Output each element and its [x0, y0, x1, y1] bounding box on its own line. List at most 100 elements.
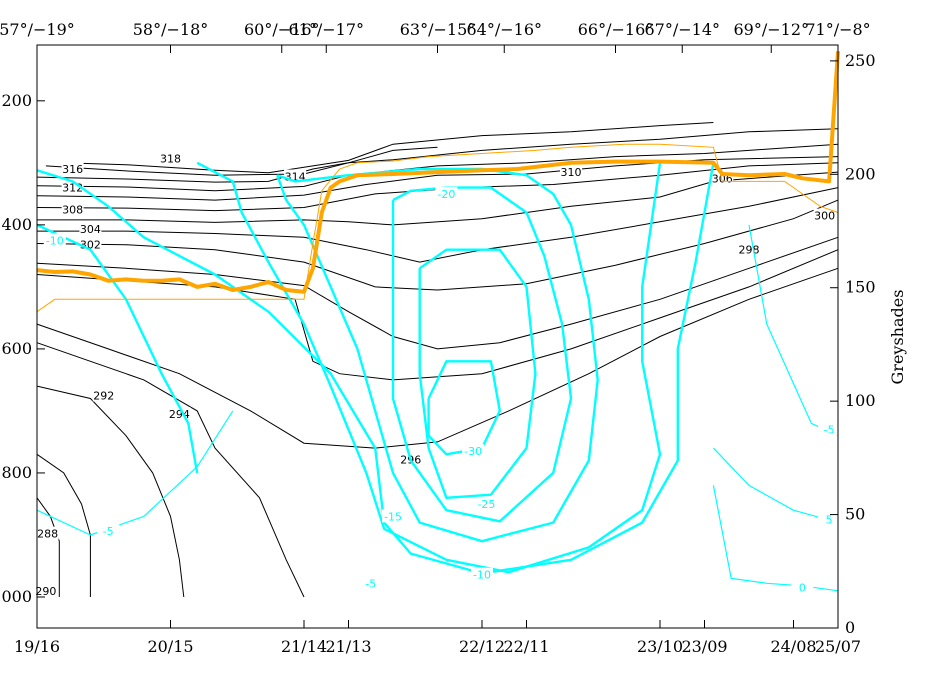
- plot-area: [37, 45, 838, 628]
- wind-label-bg: [818, 512, 841, 526]
- x-tick-label-top: 69°/−12°: [733, 20, 809, 39]
- wind-contour: [712, 447, 839, 524]
- x-tick-label-top: 67°/−14°: [644, 20, 720, 39]
- boundary-lines: [36, 51, 840, 313]
- isentrope-label: 308: [62, 203, 83, 216]
- isentrope-label-bg: [36, 526, 59, 540]
- x-tick-label-top: 61°/−17°: [288, 20, 364, 39]
- wind-label: -5: [103, 525, 114, 538]
- wind-contour: [276, 167, 599, 543]
- isentrope-label: 312: [62, 182, 83, 195]
- wind-label-bg: [43, 233, 66, 247]
- isentrope-label-bg: [79, 222, 102, 236]
- wind-contour: [418, 248, 537, 499]
- y-axis-right-title: Greyshades: [888, 290, 907, 385]
- y-tick-label-left: 800: [1, 463, 32, 482]
- isentrope-label-bg: [34, 583, 57, 597]
- wind-contour: [36, 410, 234, 536]
- y-tick-label-left: 600: [1, 339, 32, 358]
- y-tick-label-left: 200: [1, 91, 32, 110]
- y-tick-label-right: 250: [845, 51, 876, 70]
- x-tick-label-bottom: 21/14: [281, 637, 327, 656]
- wind-contours: -5 -10 -15 -20 -25 -30 -10 -5 -5 5 0: [36, 161, 841, 595]
- wind-contour: [36, 162, 715, 575]
- boundary-thick-line: [36, 51, 840, 294]
- wind-contour: [196, 161, 662, 574]
- x-tick-label-top: 60°/−16°: [244, 20, 320, 39]
- x-tick-label-top: 58°/−18°: [133, 20, 209, 39]
- wind-contour: [391, 186, 573, 523]
- wind-label: 0: [799, 582, 806, 595]
- boundary-thin-line: [36, 51, 839, 313]
- y-tick-label-right: 0: [845, 618, 855, 637]
- wind-label: 5: [826, 513, 833, 526]
- isentrope-label-bg: [92, 388, 115, 402]
- isentrope-line: [36, 199, 839, 291]
- isentrope-line: [36, 385, 185, 598]
- isentrope-label-bg: [813, 208, 836, 222]
- isentrope-line: [36, 453, 91, 597]
- wind-label: -10: [46, 234, 64, 247]
- isentrope-label: 310: [561, 166, 582, 179]
- x-tick-label-top: 66°/−16°: [578, 20, 654, 39]
- y-tick-label-left: 1000: [0, 587, 32, 606]
- x-tick-label-bottom: 22/12: [459, 637, 505, 656]
- isentrope-label: 316: [62, 163, 83, 176]
- y-tick-label-left: 400: [1, 215, 32, 234]
- wind-label: -10: [473, 569, 491, 582]
- isentrope-line: [37, 187, 839, 263]
- wind-contour: [712, 485, 839, 592]
- y-tick-label-right: 150: [845, 278, 876, 297]
- wind-label: -15: [384, 510, 402, 523]
- x-tick-label-bottom: 23/10: [637, 637, 683, 656]
- isentrope-label: 300: [814, 210, 835, 223]
- x-tick-label-top: 63°/−15°: [400, 20, 476, 39]
- wind-label: -5: [365, 577, 376, 590]
- x-tick-label-bottom: 19/16: [14, 637, 60, 656]
- x-tick-label-bottom: 22/11: [503, 637, 549, 656]
- isentrope-label-bg: [560, 165, 582, 179]
- isentrope-label-bg: [159, 151, 182, 165]
- wind-label: -25: [477, 498, 495, 511]
- wind-label-bg: [435, 186, 458, 200]
- wind-label: -30: [464, 445, 482, 458]
- x-tick-label-bottom: 23/09: [681, 637, 727, 656]
- wind-contour: [36, 223, 199, 474]
- wind-label: -20: [437, 188, 455, 201]
- isentrope-label: 318: [160, 152, 181, 165]
- x-tick-label-top: 57°/−19°: [0, 20, 75, 39]
- isentrope-line: [36, 236, 839, 350]
- wind-label-bg: [359, 576, 382, 590]
- plot-background: [37, 45, 838, 628]
- isentrope-label: 292: [93, 389, 114, 402]
- wind-contour: [427, 360, 501, 456]
- isentrope-label: 290: [35, 585, 56, 598]
- wind-label-bg: [791, 580, 814, 594]
- wind-label-bg: [475, 496, 498, 510]
- isentrope-label: 298: [739, 244, 760, 257]
- wind-label: -5: [824, 424, 835, 437]
- wind-label-bg: [382, 509, 404, 523]
- wind-label-bg: [818, 422, 841, 436]
- isentrope-label-bg: [61, 202, 84, 216]
- isentrope-label: 288: [37, 528, 58, 541]
- isentrope-line: [36, 342, 305, 598]
- wind-label-bg: [462, 444, 485, 458]
- y-tick-label-right: 100: [845, 391, 876, 410]
- y-tick-label-right: 50: [845, 505, 865, 524]
- isentrope-label: 304: [80, 223, 101, 236]
- x-tick-label-top: 64°/−16°: [466, 20, 542, 39]
- y-tick-label-right: 200: [845, 164, 876, 183]
- isentrope-label-bg: [61, 162, 84, 176]
- wind-label-bg: [471, 567, 493, 581]
- isentrope-line: [63, 122, 714, 174]
- x-tick-label-bottom: 21/13: [325, 637, 371, 656]
- isentrope-line: [36, 128, 839, 183]
- x-tick-label-bottom: 24/08: [770, 637, 816, 656]
- x-tick-label-top: 71°/−8°: [805, 20, 870, 39]
- wind-label-bg: [97, 524, 120, 538]
- x-tick-label-bottom: 25/07: [815, 637, 861, 656]
- x-tick-label-bottom: 20/15: [147, 637, 193, 656]
